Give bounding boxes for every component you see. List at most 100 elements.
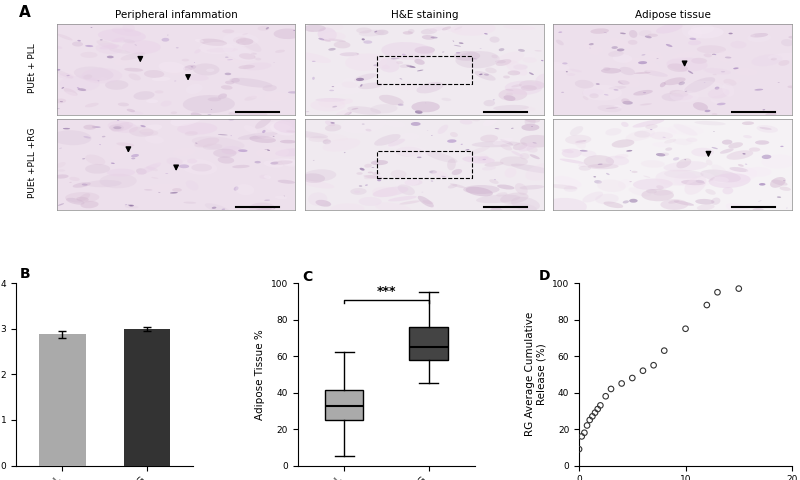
Point (626, 374, 638, 382)
Ellipse shape (447, 158, 456, 170)
Ellipse shape (402, 31, 413, 35)
Ellipse shape (590, 93, 598, 98)
Ellipse shape (618, 179, 630, 188)
Ellipse shape (344, 112, 352, 116)
Ellipse shape (660, 82, 666, 87)
Ellipse shape (463, 185, 499, 194)
Ellipse shape (328, 48, 336, 51)
Ellipse shape (722, 140, 733, 144)
Ellipse shape (648, 54, 663, 62)
Ellipse shape (167, 67, 191, 75)
Ellipse shape (213, 149, 237, 157)
Ellipse shape (250, 94, 262, 98)
Ellipse shape (166, 173, 168, 174)
Ellipse shape (52, 46, 62, 49)
Ellipse shape (59, 76, 100, 92)
Ellipse shape (344, 152, 346, 153)
Ellipse shape (684, 159, 686, 160)
Ellipse shape (604, 94, 609, 96)
Ellipse shape (733, 67, 738, 69)
Ellipse shape (673, 157, 679, 160)
Ellipse shape (364, 175, 377, 179)
Ellipse shape (106, 56, 114, 59)
Ellipse shape (755, 140, 770, 145)
Ellipse shape (726, 203, 750, 215)
Ellipse shape (562, 149, 574, 153)
Ellipse shape (484, 33, 488, 35)
Ellipse shape (194, 62, 195, 63)
Ellipse shape (664, 139, 676, 144)
Ellipse shape (567, 73, 575, 76)
Ellipse shape (511, 197, 540, 211)
Ellipse shape (68, 198, 75, 200)
Ellipse shape (250, 135, 276, 143)
Ellipse shape (110, 48, 130, 54)
Ellipse shape (534, 50, 542, 51)
Ellipse shape (253, 207, 272, 213)
Ellipse shape (559, 158, 585, 164)
Ellipse shape (129, 73, 141, 81)
Ellipse shape (208, 97, 222, 101)
Ellipse shape (522, 124, 539, 131)
Ellipse shape (511, 151, 523, 157)
Ellipse shape (293, 30, 295, 31)
Ellipse shape (476, 194, 520, 203)
Ellipse shape (106, 96, 134, 108)
Ellipse shape (322, 139, 331, 144)
Ellipse shape (146, 99, 158, 103)
Ellipse shape (322, 20, 343, 30)
Ellipse shape (634, 72, 650, 74)
Ellipse shape (511, 128, 514, 129)
Ellipse shape (347, 106, 381, 115)
Ellipse shape (414, 46, 435, 54)
Ellipse shape (505, 168, 517, 178)
Ellipse shape (480, 135, 498, 142)
Ellipse shape (746, 167, 771, 177)
Ellipse shape (373, 186, 408, 197)
Ellipse shape (783, 180, 786, 181)
Ellipse shape (655, 169, 697, 186)
Ellipse shape (646, 124, 658, 129)
Ellipse shape (747, 33, 771, 42)
Ellipse shape (506, 60, 527, 75)
Ellipse shape (406, 65, 415, 68)
Ellipse shape (259, 175, 269, 179)
Ellipse shape (531, 126, 533, 127)
Ellipse shape (720, 148, 734, 154)
Ellipse shape (442, 98, 451, 101)
Ellipse shape (456, 52, 460, 54)
Ellipse shape (205, 83, 220, 89)
Ellipse shape (495, 60, 506, 63)
Ellipse shape (662, 93, 684, 101)
Ellipse shape (227, 59, 233, 60)
Ellipse shape (57, 34, 73, 40)
Ellipse shape (332, 86, 334, 87)
Ellipse shape (158, 61, 185, 73)
Ellipse shape (52, 130, 91, 145)
Ellipse shape (138, 163, 161, 175)
Ellipse shape (613, 54, 632, 63)
Ellipse shape (705, 110, 710, 112)
Ellipse shape (630, 170, 631, 171)
Ellipse shape (78, 40, 81, 41)
Ellipse shape (131, 157, 135, 159)
Point (637, 367, 650, 374)
Ellipse shape (450, 162, 466, 164)
Ellipse shape (354, 191, 360, 193)
Ellipse shape (410, 122, 421, 126)
Ellipse shape (230, 135, 232, 136)
Ellipse shape (73, 182, 91, 188)
Ellipse shape (614, 154, 629, 158)
Ellipse shape (238, 65, 255, 69)
Ellipse shape (523, 53, 535, 59)
Ellipse shape (395, 179, 419, 186)
Ellipse shape (274, 28, 302, 39)
Ellipse shape (414, 59, 425, 65)
Ellipse shape (66, 75, 70, 76)
Ellipse shape (110, 178, 152, 193)
Bar (39, 334, 86, 466)
Ellipse shape (594, 176, 596, 178)
Ellipse shape (195, 143, 198, 144)
Ellipse shape (578, 166, 591, 171)
Ellipse shape (218, 156, 234, 164)
